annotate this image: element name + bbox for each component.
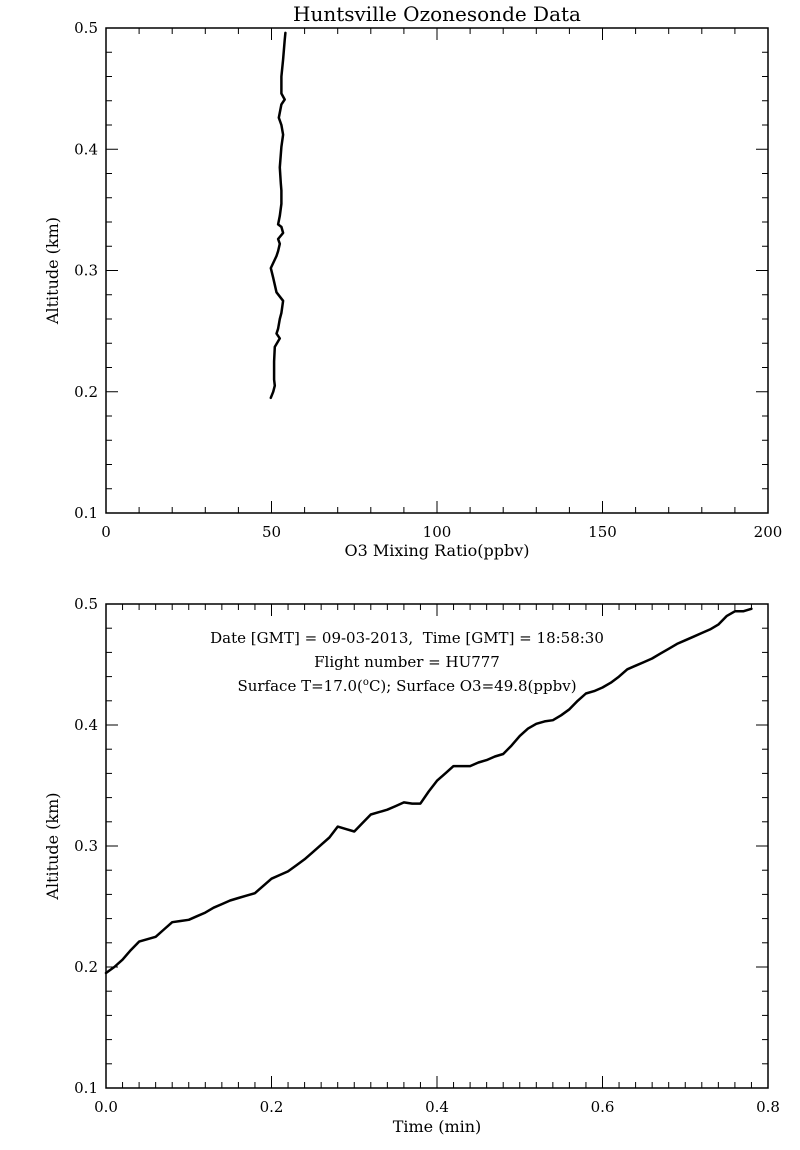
y-axis-label: Altitude (km)	[43, 792, 62, 900]
chart-title: Huntsville Ozonesonde Data	[293, 2, 581, 26]
y-tick-label: 0.5	[74, 19, 98, 37]
plot-frame	[105, 27, 769, 514]
x-axis-label: Time (min)	[393, 1117, 482, 1136]
y-tick-label: 0.4	[74, 140, 98, 158]
x-tick-label: 150	[588, 523, 617, 541]
degree-superscript: o	[363, 677, 369, 688]
x-tick-label: 0.6	[591, 1098, 615, 1116]
y-tick-label: 0.4	[74, 716, 98, 734]
x-tick-label: 50	[262, 523, 281, 541]
surface-ozone-suffix: C); Surface O3=49.8(ppbv)	[369, 677, 577, 695]
x-tick-label: 0.4	[425, 1098, 449, 1116]
annotation-text: Date [GMT] = 09-03-2013, Time [GMT] = 18…	[210, 629, 604, 647]
x-tick-label: 0.2	[260, 1098, 284, 1116]
x-tick-label: 0	[101, 523, 111, 541]
y-tick-label: 0.2	[74, 958, 98, 976]
y-tick-label: 0.2	[74, 383, 98, 401]
surface-temp-prefix: Surface T=17.0(	[237, 677, 362, 695]
surface-annotation: Surface T=17.0(oC); Surface O3=49.8(ppbv…	[237, 677, 576, 695]
x-tick-label: 200	[754, 523, 783, 541]
y-axis-label: Altitude (km)	[43, 217, 62, 325]
altitude-time-panel: 0.0 0.2 0.4 0.6 0.8 0.1 0.2 0.3 0.4 0.5 Time (min)…	[43, 595, 780, 1136]
x-axis-label: O3 Mixing Ratio(ppbv)	[344, 541, 529, 560]
y-tick-label: 0.1	[74, 504, 98, 522]
y-tick-label: 0.3	[74, 262, 98, 280]
y-tick-label: 0.5	[74, 595, 98, 613]
series-line	[104, 607, 753, 975]
x-tick-label: 100	[423, 523, 452, 541]
y-tick-label: 0.1	[74, 1079, 98, 1097]
y-tick-label: 0.3	[74, 837, 98, 855]
ozone-profile-panel: 0 50 100 150 200 0.1 0.2 0.3 0.4 0.5 Huntsville Oz…	[43, 2, 782, 560]
x-tick-label: 0.0	[94, 1098, 118, 1116]
annotation-text: Flight number = HU777	[314, 653, 500, 671]
x-tick-label: 0.8	[756, 1098, 780, 1116]
series-line	[269, 31, 287, 400]
